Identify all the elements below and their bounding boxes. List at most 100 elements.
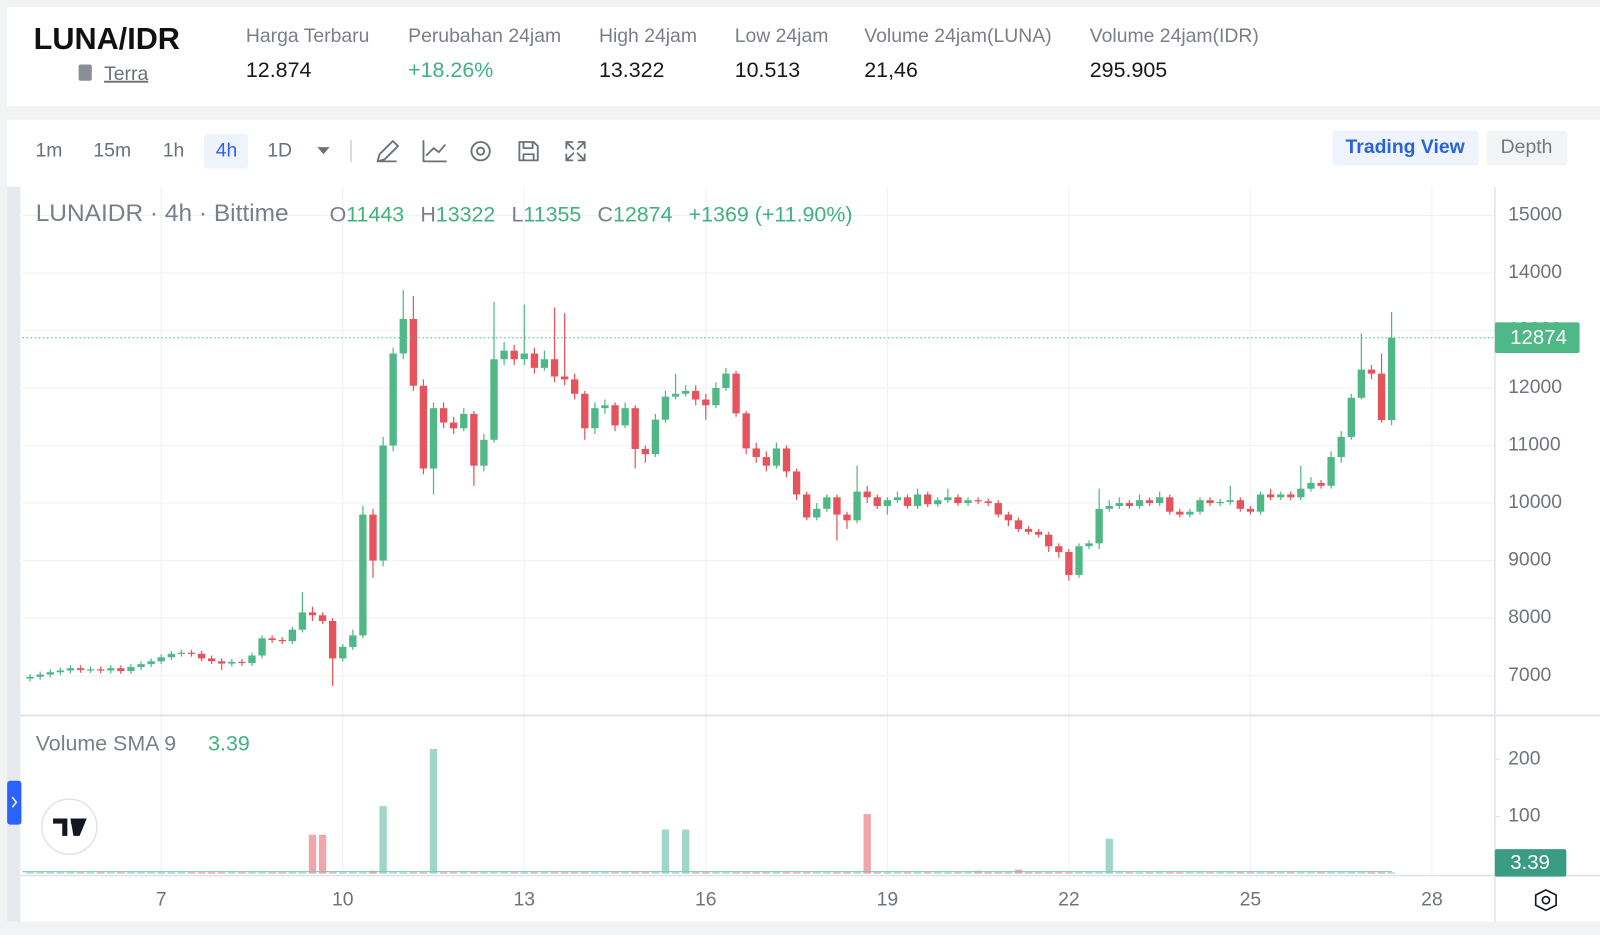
volume-bar: [1085, 872, 1093, 874]
save-icon[interactable]: [518, 141, 539, 162]
settings-icon[interactable]: [470, 141, 491, 162]
volume-bar: [500, 872, 508, 874]
volume-sma-label: 3.39: [1510, 852, 1550, 874]
volume-bar: [1125, 872, 1134, 874]
volume-bar: [66, 872, 75, 874]
stat-value: 295.905: [1090, 58, 1167, 82]
volume-bar: [480, 872, 488, 874]
stat-value: 13.322: [599, 58, 664, 82]
candle-body: [1226, 500, 1234, 502]
last-price-badge: [1494, 322, 1580, 354]
interval-button[interactable]: 15m: [93, 139, 131, 161]
candle-body: [187, 652, 196, 654]
axis-settings[interactable]: [1534, 889, 1557, 912]
candle-body: [843, 514, 851, 521]
volume-bar: [379, 806, 387, 874]
y-tick-label: 8000: [1508, 606, 1551, 628]
stat-label: Volume 24jam(LUNA): [864, 25, 1051, 47]
coin-link[interactable]: Terra: [104, 63, 148, 85]
volume-bar: [449, 872, 458, 874]
candle-body: [399, 318, 407, 354]
candle-body: [1095, 508, 1103, 544]
candle-body: [1055, 546, 1063, 552]
x-tick-label: 16: [695, 888, 717, 910]
candle-body: [258, 638, 266, 656]
candle-body: [560, 376, 569, 380]
volume-bar: [248, 872, 256, 874]
volume-bar: [1196, 872, 1204, 874]
volume-bar: [1176, 872, 1184, 874]
volume-bar: [560, 872, 569, 874]
ohlc-key: H: [420, 202, 435, 226]
volume-bar: [1206, 872, 1214, 874]
candle-body: [1387, 337, 1396, 421]
interval-button[interactable]: 1m: [36, 139, 63, 161]
volume-bar: [97, 872, 105, 874]
candle-body: [26, 676, 34, 679]
candle-body: [581, 393, 589, 429]
candle-body: [1327, 457, 1335, 486]
volume-bar: [268, 872, 276, 874]
candle-body: [1045, 534, 1053, 547]
volume-bar: [439, 872, 448, 874]
volume-bar: [137, 872, 145, 874]
fullscreen-icon[interactable]: [565, 141, 586, 162]
volume-bar: [1055, 872, 1063, 874]
candle-body: [1347, 397, 1355, 437]
interval-button[interactable]: 4h: [216, 139, 238, 161]
volume-bar: [964, 872, 972, 874]
candle-body: [298, 612, 307, 630]
volume-bar: [692, 872, 700, 874]
candle-body: [409, 318, 418, 386]
volume-bar: [389, 872, 397, 874]
candle-body: [782, 448, 791, 472]
volume-bar: [429, 748, 438, 874]
volume-bar: [893, 872, 902, 874]
volume-bar: [732, 872, 740, 874]
interval-button[interactable]: 1h: [163, 139, 185, 161]
candle-body: [964, 500, 972, 504]
volume-bar: [1277, 872, 1285, 874]
volume-bar: [76, 872, 85, 874]
candle-body: [288, 629, 297, 642]
volume-bar: [1145, 872, 1154, 874]
ohlc-value: 13322: [436, 202, 496, 226]
candle-body: [762, 457, 771, 466]
volume-bar: [1034, 872, 1043, 874]
volume-bar: [540, 872, 549, 874]
last-price-label: 12874: [1510, 327, 1567, 349]
candle-body: [1024, 528, 1033, 532]
y-tick-label: 7000: [1508, 664, 1551, 686]
interval-button[interactable]: 1D: [267, 139, 292, 161]
view-tab[interactable]: Trading View: [1346, 136, 1466, 158]
volume-bar: [1166, 872, 1174, 874]
volume-bar: [1115, 872, 1123, 874]
volume-bar: [510, 872, 518, 874]
volume-bar: [1266, 872, 1275, 874]
indicator-icon[interactable]: [422, 140, 447, 163]
candle-body: [278, 639, 286, 642]
x-tick-label: 22: [1058, 888, 1080, 910]
volume-bar: [1236, 872, 1244, 874]
draw-icon[interactable]: [376, 140, 399, 163]
candle-body: [207, 658, 216, 662]
side-toggle[interactable]: [7, 780, 22, 825]
view-tab-bg: [1332, 130, 1479, 166]
candle-body: [1307, 482, 1315, 489]
tradingview-logo[interactable]: [41, 798, 98, 855]
candle-body: [1125, 503, 1134, 506]
volume-bar: [167, 872, 175, 874]
volume-bar: [197, 872, 206, 874]
interval-dropdown[interactable]: [317, 147, 330, 155]
volume-bar: [46, 872, 54, 874]
candle-body: [631, 408, 639, 449]
candle-body: [1145, 500, 1154, 504]
stats: Harga Terbaru 12.874 Perubahan 24jam +18…: [246, 25, 1259, 82]
volume-bar: [550, 872, 559, 874]
volume-bar: [833, 872, 841, 874]
ohlc-key: C: [598, 202, 613, 226]
volume-bar: [1327, 872, 1335, 874]
candle-body: [601, 405, 609, 409]
candle-body: [439, 408, 448, 423]
view-tab[interactable]: Depth: [1501, 136, 1553, 158]
